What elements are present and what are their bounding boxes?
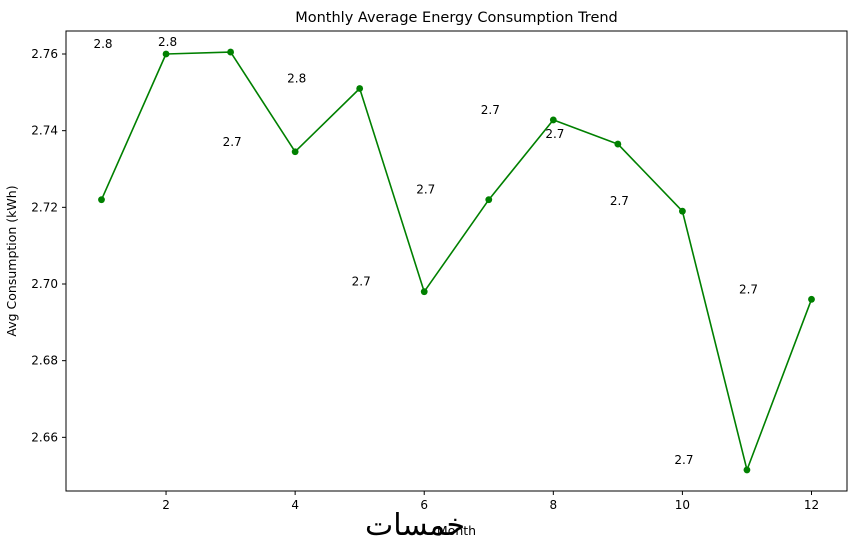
x-tick-label: 12 <box>804 498 819 512</box>
plot-border <box>65 30 848 492</box>
data-point <box>98 196 105 204</box>
x-tick-label: 10 <box>675 498 690 512</box>
data-point <box>420 288 428 296</box>
data-point <box>808 295 815 303</box>
y-tick-label: 2.76 <box>31 47 58 61</box>
data-point <box>356 85 364 92</box>
y-tick-label: 2.68 <box>31 354 58 368</box>
data-point <box>485 196 493 204</box>
data-point-label: 2.7 <box>416 183 435 197</box>
data-point-label: 2.7 <box>739 282 758 296</box>
data-point <box>679 207 686 215</box>
y-tick-label: 2.70 <box>31 277 58 291</box>
data-point <box>614 140 622 148</box>
data-point-label: 2.7 <box>674 453 693 467</box>
data-point <box>549 116 557 124</box>
data-point <box>162 50 170 58</box>
data-point-label: 2.8 <box>158 35 177 49</box>
x-tick-label: 8 <box>549 498 557 512</box>
data-point-label: 2.7 <box>352 275 371 289</box>
data-point <box>227 48 234 56</box>
data-point-label: 2.7 <box>223 135 242 149</box>
chart-title: Monthly Average Energy Consumption Trend <box>295 10 618 26</box>
y-tick-label: 2.74 <box>31 124 58 138</box>
x-axis-label: Month <box>437 523 476 538</box>
trend-line <box>100 51 813 471</box>
data-point <box>743 466 751 474</box>
y-tick-label: 2.66 <box>31 430 58 444</box>
data-point-label: 2.7 <box>610 194 629 208</box>
x-tick-label: 6 <box>420 498 428 512</box>
y-axis-label: Avg Consumption (kWh) <box>4 185 19 336</box>
watermark: خمسات <box>365 508 465 543</box>
x-tick-label: 2 <box>162 498 170 512</box>
y-tick-label: 2.72 <box>31 200 58 214</box>
x-tick-label: 4 <box>291 498 299 512</box>
data-point-label: 2.8 <box>287 72 306 86</box>
data-point-label: 2.7 <box>545 127 564 141</box>
data-point <box>291 148 299 156</box>
data-point-label: 2.8 <box>93 37 112 51</box>
data-point-label: 2.7 <box>481 103 500 117</box>
